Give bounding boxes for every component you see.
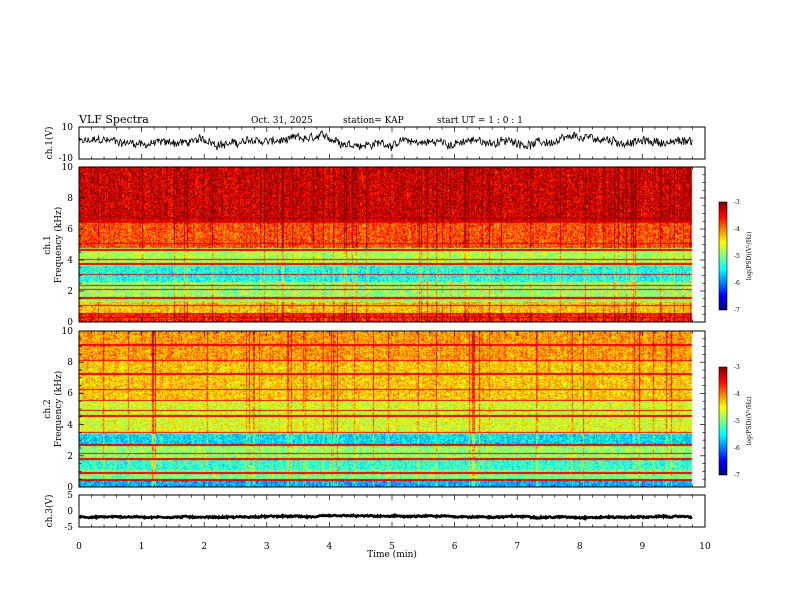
ch1-colorbar-tick-m4: -4 (734, 226, 740, 233)
time-tick-label: 5 (389, 542, 395, 552)
ch1-freq-tick-4: 4 (67, 256, 73, 266)
ch2-freq-tick-4: 4 (67, 421, 73, 431)
ch1-spec-ylabel-channel: ch.1 (43, 235, 53, 254)
ch2-colorbar-tick-m7: -7 (734, 472, 740, 479)
time-tick-label: 2 (201, 542, 207, 552)
ch1-colorbar-gradient (719, 202, 727, 310)
ch2-freq-tick-2: 2 (67, 452, 73, 462)
ch3-ylabel: ch.3(V) (44, 495, 55, 528)
ch1-ytick-top: 10 (62, 123, 74, 133)
figure-title: VLF Spectra (78, 113, 149, 126)
station-label: station= KAP (343, 116, 404, 126)
ch1-spec-ylabel-frequency: Frequency (kHz) (53, 207, 64, 284)
ch2-spectrogram-image (79, 331, 705, 487)
ch3-ytick-m5: -5 (64, 523, 73, 533)
ch2-spectrogram-panel: 10 8 6 4 2 0 ch.2 Frequency (kHz) (43, 327, 706, 493)
ch1-spectrogram-image (79, 167, 705, 322)
ch3-waveform-trace (78, 512, 693, 522)
ch1-colorbar-tick-m3: -3 (734, 199, 740, 206)
ch2-freq-tick-6: 6 (67, 389, 73, 399)
time-tick-label: 7 (514, 542, 520, 552)
ch3-waveform-panel: 5 0 -5 ch.3(V) (44, 491, 706, 533)
time-tick-label: 9 (640, 542, 646, 552)
ch2-freq-tick-10: 10 (62, 327, 74, 337)
axis-tick-marks (78, 127, 706, 527)
ch2-colorbar-gradient (719, 367, 727, 475)
ch1-colorbar-tick-m5: -5 (734, 253, 740, 260)
ch1-colorbar-frame (718, 201, 728, 311)
ch2-freq-tick-0: 0 (67, 483, 73, 493)
start-ut-label: start UT = 1 : 0 : 1 (437, 116, 523, 126)
time-tick-labels: 0 1 2 3 4 5 6 7 8 9 10 (76, 542, 711, 552)
ch1-colorbar-label: log(PSD)(V²/Hz) (746, 232, 753, 281)
time-tick-label: 8 (577, 542, 583, 552)
ch1-colorbar-tick-m7: -7 (734, 307, 740, 314)
ch2-colorbar: -3 -4 -5 -6 -7 log(PSD)(V²/Hz) (718, 364, 753, 479)
ch2-spec-ylabel-frequency: Frequency (kHz) (53, 371, 64, 448)
time-tick-label: 3 (264, 542, 270, 552)
ch2-colorbar-tick-m3: -3 (734, 364, 740, 371)
time-axis-label: Time (min) (367, 549, 417, 560)
ch3-ytick-0: 0 (67, 507, 73, 517)
ch3-ytick-5: 5 (67, 491, 73, 501)
ch2-colorbar-tick-m4: -4 (734, 391, 740, 398)
ch1-freq-tick-10: 10 (62, 163, 74, 173)
ch1-freq-tick-2: 2 (67, 287, 73, 297)
ch2-colorbar-tick-m6: -6 (734, 445, 740, 452)
date-label: Oct. 31, 2025 (251, 116, 313, 126)
ch1-spectrogram-panel: 10 8 6 4 2 0 ch.1 Frequency (kHz) (43, 163, 706, 328)
ch1-freq-tick-0: 0 (67, 318, 73, 328)
ch1-ylabel: ch.1(V) (44, 127, 55, 160)
time-tick-label: 10 (699, 542, 711, 552)
ch2-spec-ylabel-channel: ch.2 (43, 399, 53, 418)
time-tick-label: 1 (139, 542, 145, 552)
ch2-colorbar-tick-m5: -5 (734, 418, 740, 425)
ch1-colorbar: -3 -4 -5 -6 -7 log(PSD)(V²/Hz) (718, 199, 753, 314)
ch1-freq-tick-6: 6 (67, 225, 73, 235)
ch1-waveform-panel: 10 -10 ch.1(V) (44, 123, 706, 164)
ch1-freq-tick-8: 8 (67, 194, 73, 204)
time-tick-label: 0 (76, 542, 82, 552)
ch2-colorbar-label: log(PSD)(V²/Hz) (746, 397, 753, 446)
ch1-ytick-bottom: -10 (59, 154, 74, 164)
time-tick-label: 6 (452, 542, 458, 552)
ch2-colorbar-frame (718, 366, 728, 476)
ch1-colorbar-tick-m6: -6 (734, 280, 740, 287)
time-axis: 0 1 2 3 4 5 6 7 8 9 10 Time (min) (76, 542, 711, 560)
time-tick-label: 4 (327, 542, 333, 552)
ch1-waveform-trace (78, 130, 693, 152)
ch2-freq-tick-8: 8 (67, 358, 73, 368)
